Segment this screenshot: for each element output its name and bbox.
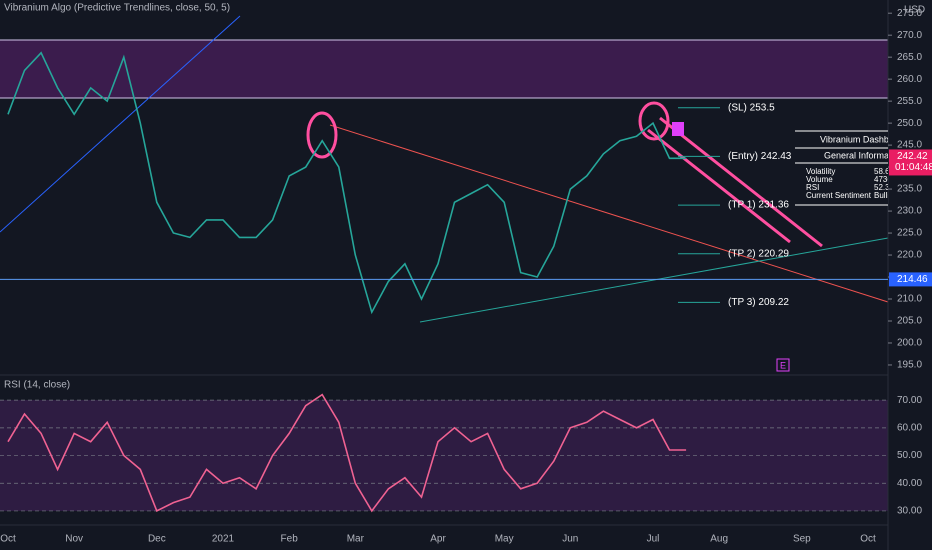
trendline bbox=[0, 15, 241, 233]
arrow-line bbox=[659, 116, 823, 248]
level-label: (TP 1) 231.36 bbox=[728, 200, 789, 211]
x-tick-label: Feb bbox=[281, 534, 299, 545]
y-tick-label: 70.00 bbox=[897, 395, 922, 406]
highlight-circle bbox=[638, 101, 670, 141]
x-tick-label: Apr bbox=[430, 534, 446, 545]
dashboard-key: Current Sentiment bbox=[806, 191, 872, 200]
y-tick-label: 30.00 bbox=[897, 506, 922, 517]
rsi-title: RSI (14, close) bbox=[4, 380, 70, 391]
x-tick-label: May bbox=[495, 534, 514, 545]
arrow-line bbox=[647, 128, 791, 244]
y-tick-label: 50.00 bbox=[897, 450, 922, 461]
x-tick-label: 2021 bbox=[212, 534, 235, 545]
countdown: 01:04:48 bbox=[895, 162, 932, 173]
y-tick-label: 275.0 bbox=[897, 8, 922, 19]
y-tick-label: 40.00 bbox=[897, 478, 922, 489]
x-tick-label: Oct bbox=[860, 534, 876, 545]
y-tick-label: 270.0 bbox=[897, 30, 922, 41]
indicator-title: Vibranium Algo (Predictive Trendlines, c… bbox=[4, 3, 230, 14]
currency: USD bbox=[904, 5, 925, 16]
dashboard-value: Bulli bbox=[874, 191, 889, 200]
x-tick-label: Nov bbox=[65, 534, 83, 545]
y-tick-label: 255.0 bbox=[897, 96, 922, 107]
earnings-marker: E bbox=[780, 360, 786, 370]
dashboard-key: RSI bbox=[806, 183, 819, 192]
y-tick-label: 250.0 bbox=[897, 118, 922, 129]
y-tick-label: 205.0 bbox=[897, 316, 922, 327]
price-tag bbox=[889, 272, 932, 287]
current-price-label: 242.42 bbox=[897, 151, 928, 162]
dashboard: Vibranium Dashboard General Information … bbox=[795, 130, 907, 206]
y-tick-label: 60.00 bbox=[897, 422, 922, 433]
x-tick-label: Mar bbox=[347, 534, 365, 545]
y-tick-label: 265.0 bbox=[897, 52, 922, 63]
level-label: (TP 2) 220.29 bbox=[728, 248, 789, 259]
level-label: (TP 3) 209.22 bbox=[728, 297, 789, 308]
y-tick-label: 225.0 bbox=[897, 228, 922, 239]
dashboard-key: Volume bbox=[806, 175, 833, 184]
x-tick-label: Sep bbox=[793, 534, 811, 545]
level-label: (Entry) 242.43 bbox=[728, 151, 792, 162]
dashboard-value: 58.6 bbox=[874, 167, 890, 176]
y-tick-label: 245.0 bbox=[897, 140, 922, 151]
earnings-box bbox=[776, 358, 790, 372]
dashboard-header: General Information bbox=[824, 150, 904, 160]
price-tag-label: 214.46 bbox=[897, 274, 928, 285]
x-tick-label: Jul bbox=[647, 534, 660, 545]
level-label: (SL) 253.5 bbox=[728, 102, 775, 113]
x-tick-label: Aug bbox=[710, 534, 728, 545]
y-tick-label: 200.0 bbox=[897, 338, 922, 349]
current-price-tag bbox=[889, 149, 932, 176]
y-tick-label: 220.0 bbox=[897, 250, 922, 261]
y-tick-label: 230.0 bbox=[897, 206, 922, 217]
x-tick-label: Oct bbox=[0, 534, 16, 545]
highlight-circle bbox=[306, 111, 338, 159]
dashboard-bg bbox=[795, 131, 888, 205]
dashboard-title: Vibranium Dashboard bbox=[820, 134, 907, 144]
series-line bbox=[7, 51, 687, 315]
y-tick-label: 210.0 bbox=[897, 294, 922, 305]
dashboard-key: Volatility bbox=[806, 167, 835, 176]
dashboard-value: 52.3 bbox=[874, 183, 890, 192]
y-tick-label: 195.0 bbox=[897, 360, 922, 371]
dashboard-value: 4736 bbox=[874, 175, 892, 184]
signal-flag bbox=[672, 122, 684, 136]
trendline bbox=[329, 124, 889, 303]
resistance-zone bbox=[0, 40, 888, 98]
series-line bbox=[7, 393, 687, 513]
y-tick-label: 260.0 bbox=[897, 74, 922, 85]
trendline bbox=[419, 237, 889, 323]
x-tick-label: Dec bbox=[148, 534, 166, 545]
y-tick-label: 235.0 bbox=[897, 184, 922, 195]
x-tick-label: Jun bbox=[562, 534, 578, 545]
